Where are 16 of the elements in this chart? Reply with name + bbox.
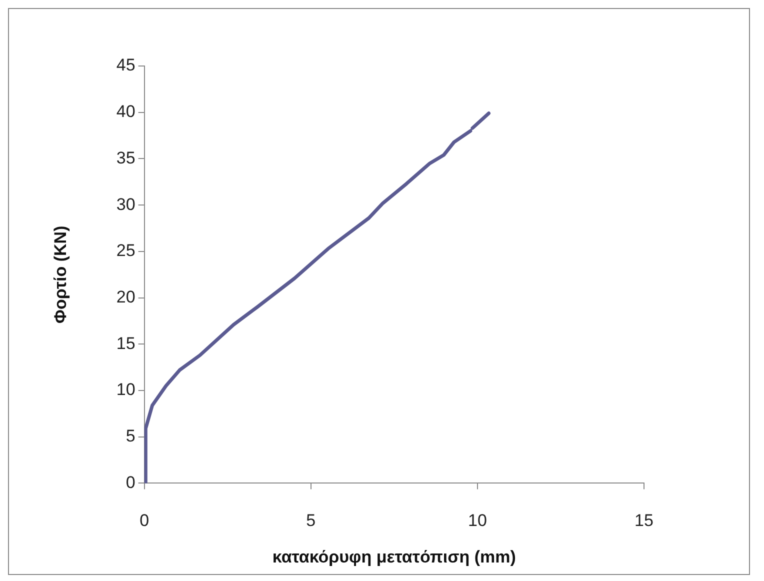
y-tick-label: 20 <box>116 287 136 306</box>
x-tick-label: 0 <box>140 511 150 530</box>
y-axis-title: Φορτίο (KN) <box>50 226 70 324</box>
x-axis-title: κατακόρυφη μετατόπιση (mm) <box>272 547 516 566</box>
x-tick-label: 15 <box>634 511 654 530</box>
y-tick-label: 15 <box>116 334 136 353</box>
y-tick-label: 40 <box>116 102 136 122</box>
y-tick-label: 10 <box>116 380 136 400</box>
y-tick-label: 45 <box>116 56 136 75</box>
x-tick-label: 5 <box>306 511 316 530</box>
y-tick-label: 35 <box>116 148 136 168</box>
y-tick-label: 25 <box>116 241 136 260</box>
y-tick-label: 30 <box>116 194 136 214</box>
y-tick-label: 5 <box>126 426 136 446</box>
y-tick-label: 0 <box>126 472 136 492</box>
x-tick-label: 10 <box>468 511 487 530</box>
